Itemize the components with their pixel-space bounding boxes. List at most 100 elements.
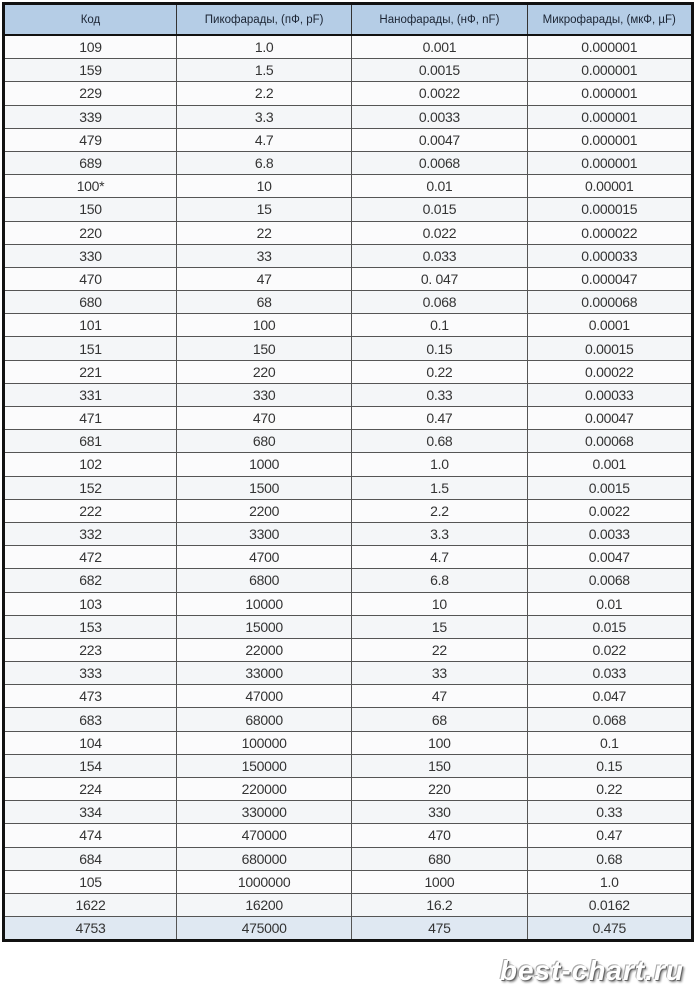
cell-nanofarads: 0.22 [351, 359, 528, 384]
table-row: 684 680000 680 0.68 [3, 846, 694, 871]
cell-microfarads: 0.47 [526, 823, 694, 848]
cell-picofarads: 4700 [175, 545, 353, 570]
cell-picofarads: 100000 [175, 730, 353, 755]
cell-microfarads: 0.000047 [526, 266, 694, 292]
cell-code: 103 [3, 591, 177, 616]
cell-code: 223 [3, 637, 177, 663]
cell-picofarads: 680 [175, 429, 353, 454]
cell-code: 224 [3, 776, 177, 802]
cell-code: 104 [3, 730, 177, 755]
cell-code: 229 [3, 81, 177, 106]
cell-picofarads: 1.0 [175, 34, 353, 60]
cell-picofarads: 10000 [175, 591, 353, 616]
header-picofarads: Пикофарады, (пФ, pF) [175, 3, 353, 36]
table-row: 332 3300 3.3 0.0033 [3, 521, 694, 547]
table-row: 472 4700 4.7 0.0047 [3, 545, 694, 570]
watermark-logo: best-chart.ru [499, 955, 684, 986]
cell-microfarads: 0.15 [526, 753, 694, 779]
table-row: 104 100000 100 0.1 [3, 730, 694, 755]
cell-picofarads: 6800 [175, 568, 353, 593]
table-row: 109 1.0 0.001 0.000001 [3, 34, 694, 60]
cell-nanofarads: 0.0022 [351, 81, 528, 106]
cell-picofarads: 3300 [175, 521, 353, 547]
cell-nanofarads: 1.5 [351, 475, 528, 500]
cell-microfarads: 0.00001 [526, 174, 694, 199]
cell-code: 159 [3, 58, 177, 83]
cell-picofarads: 330 [175, 382, 353, 408]
cell-nanofarads: 0.068 [351, 290, 528, 315]
cell-code: 101 [3, 313, 177, 338]
cell-microfarads: 0.001 [526, 452, 694, 477]
table-row: 479 4.7 0.0047 0.000001 [3, 127, 694, 152]
cell-code: 470 [3, 266, 177, 292]
table-row: 229 2.2 0.0022 0.000001 [3, 81, 694, 106]
cell-nanofarads: 0.15 [351, 336, 528, 361]
cell-picofarads: 2.2 [175, 81, 353, 106]
cell-microfarads: 0.000033 [526, 243, 694, 268]
table-row: 153 15000 15 0.015 [3, 614, 694, 639]
cell-code: 109 [3, 34, 177, 60]
cell-nanofarads: 4.7 [351, 545, 528, 570]
cell-microfarads: 0.068 [526, 707, 694, 732]
cell-microfarads: 0.000068 [526, 290, 694, 315]
table-row: 334 330000 330 0.33 [3, 800, 694, 825]
cell-nanofarads: 0.01 [351, 174, 528, 199]
table-row: 689 6.8 0.0068 0.000001 [3, 150, 694, 176]
cell-code: 333 [3, 661, 177, 686]
cell-picofarads: 1.5 [175, 58, 353, 83]
table-row: 152 1500 1.5 0.0015 [3, 475, 694, 500]
table-row: 154 150000 150 0.15 [3, 753, 694, 779]
cell-code: 4753 [3, 916, 177, 942]
cell-picofarads: 15 [175, 197, 353, 222]
cell-picofarads: 33 [175, 243, 353, 268]
cell-microfarads: 0.047 [526, 684, 694, 709]
cell-microfarads: 0.0033 [526, 521, 694, 547]
table-row: 471 470 0.47 0.00047 [3, 405, 694, 431]
capacitor-code-table: Код Пикофарады, (пФ, pF) Нанофарады, (нФ… [2, 2, 694, 943]
cell-picofarads: 15000 [175, 614, 353, 639]
cell-microfarads: 0.033 [526, 661, 694, 686]
cell-nanofarads: 1000 [351, 869, 528, 894]
cell-microfarads: 0.000001 [526, 81, 694, 106]
cell-code: 332 [3, 521, 177, 547]
cell-code: 151 [3, 336, 177, 361]
cell-microfarads: 0.68 [526, 846, 694, 871]
table-row: 333 33000 33 0.033 [3, 661, 694, 686]
cell-code: 683 [3, 707, 177, 732]
table-row: 100* 10 0.01 0.00001 [3, 174, 694, 199]
header-row: Код Пикофарады, (пФ, pF) Нанофарады, (нФ… [3, 3, 694, 36]
cell-nanofarads: 0. 047 [351, 266, 528, 292]
cell-microfarads: 0.000001 [526, 150, 694, 176]
cell-code: 152 [3, 475, 177, 500]
table-row: 101 100 0.1 0.0001 [3, 313, 694, 338]
cell-code: 102 [3, 452, 177, 477]
cell-picofarads: 47000 [175, 684, 353, 709]
cell-picofarads: 1500 [175, 475, 353, 500]
cell-code: 150 [3, 197, 177, 222]
cell-code: 154 [3, 753, 177, 779]
cell-nanofarads: 0.0015 [351, 58, 528, 83]
cell-picofarads: 150000 [175, 753, 353, 779]
cell-nanofarads: 10 [351, 591, 528, 616]
cell-picofarads: 68000 [175, 707, 353, 732]
cell-code: 684 [3, 846, 177, 871]
cell-nanofarads: 1.0 [351, 452, 528, 477]
cell-microfarads: 0.00068 [526, 429, 694, 454]
cell-microfarads: 0.33 [526, 800, 694, 825]
cell-picofarads: 2200 [175, 498, 353, 523]
cell-picofarads: 22 [175, 220, 353, 245]
cell-microfarads: 0.01 [526, 591, 694, 616]
table-row: 470 47 0. 047 0.000047 [3, 266, 694, 292]
cell-nanofarads: 220 [351, 776, 528, 802]
cell-picofarads: 33000 [175, 661, 353, 686]
cell-microfarads: 0.0022 [526, 498, 694, 523]
table-row: 339 3.3 0.0033 0.000001 [3, 104, 694, 129]
cell-nanofarads: 0.68 [351, 429, 528, 454]
cell-code: 471 [3, 405, 177, 431]
header-code: Код [3, 3, 177, 36]
cell-code: 220 [3, 220, 177, 245]
cell-picofarads: 680000 [175, 846, 353, 871]
cell-code: 682 [3, 568, 177, 593]
table-row: 4753 475000 475 0.475 [3, 916, 694, 942]
cell-nanofarads: 68 [351, 707, 528, 732]
